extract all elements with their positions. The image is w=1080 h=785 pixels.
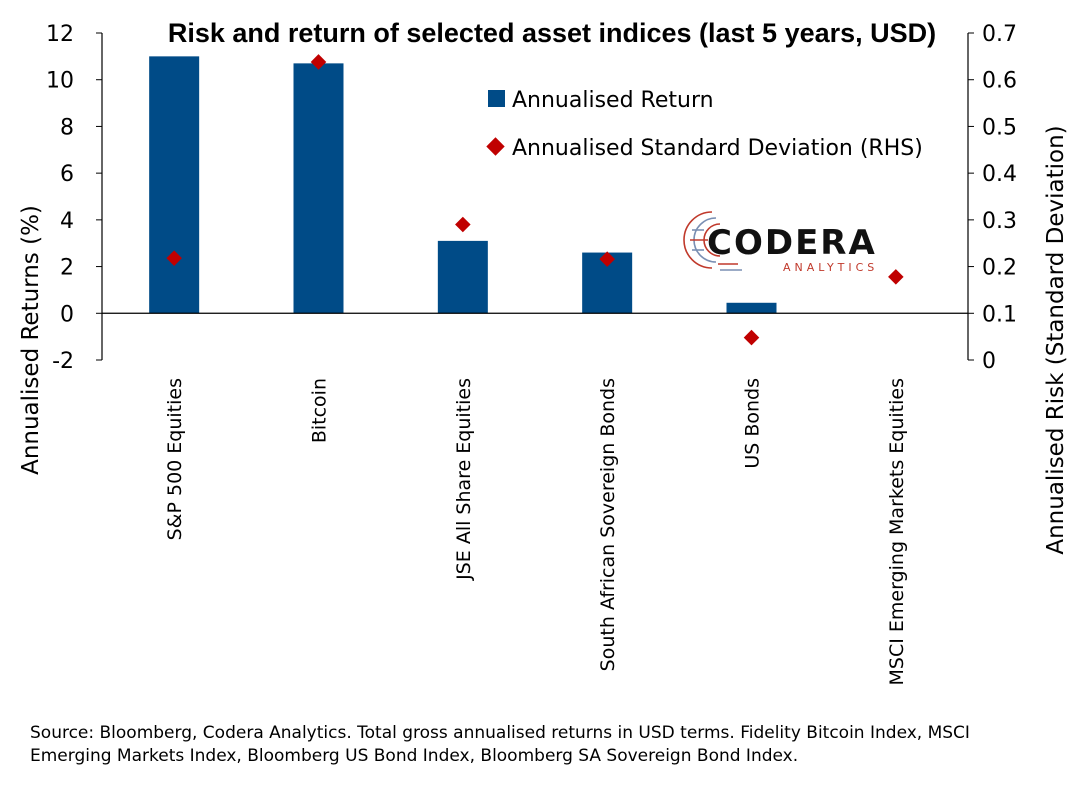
y2-tick-label: 0 [982,349,996,374]
codera-logo: CODERA ANALYTICS [683,211,878,274]
y-tick-label: 0 [60,302,74,327]
bar-2 [293,63,344,314]
bar-5 [726,302,777,314]
y2-tick-label: 0.2 [982,256,1017,281]
y-tick-label: 6 [60,162,74,187]
y2-tick-label: 0.1 [982,302,1017,327]
category-label: JSE All Share Equities [453,378,475,581]
y-axis-title: Annualised Returns (%) [18,205,44,475]
y-tick-label: 10 [46,69,74,94]
y2-tick-label: 0.5 [982,115,1017,140]
y-tick-label: -2 [52,349,74,374]
y2-axis-title: Annualised Risk (Standard Deviation) [1043,125,1069,554]
legend-swatch-bar [488,90,505,107]
y2-tick-label: 0.4 [982,162,1017,187]
source-note: Source: Bloomberg, Codera Analytics. Tot… [30,723,970,766]
y-tick-label: 2 [60,256,74,281]
logo-circuit-icon [683,211,742,271]
y-tick-label: 4 [60,209,74,234]
bar-1 [149,56,200,314]
y-tick-label: 12 [46,22,74,47]
category-label: Bitcoin [309,378,331,443]
chart: Risk and return of selected asset indice… [18,18,1069,685]
logo-subtitle: ANALYTICS [783,261,878,274]
risk-point-3 [455,216,471,233]
chart-title: Risk and return of selected asset indice… [168,18,936,48]
y2-tick-label: 0.6 [982,69,1017,94]
y2-tick-label: 0.3 [982,209,1017,234]
legend: Annualised Return Annualised Standard De… [486,88,923,161]
category-label: South African Sovereign Bonds [597,378,619,671]
logo-wordmark: CODERA [707,223,877,263]
bar-3 [437,240,488,314]
legend-label-return: Annualised Return [512,88,714,113]
category-label: S&P 500 Equities [164,378,186,540]
risk-point-6 [888,269,904,285]
category-label: MSCI Emerging Markets Equities [886,378,908,685]
risk-point-1 [166,250,182,266]
legend-label-risk: Annualised Standard Deviation (RHS) [512,136,923,161]
legend-swatch-diamond [486,137,505,156]
y2-tick-label: 0.7 [982,22,1017,47]
y-tick-label: 8 [60,115,74,140]
category-label: US Bonds [742,378,764,469]
risk-point-5 [743,329,760,346]
